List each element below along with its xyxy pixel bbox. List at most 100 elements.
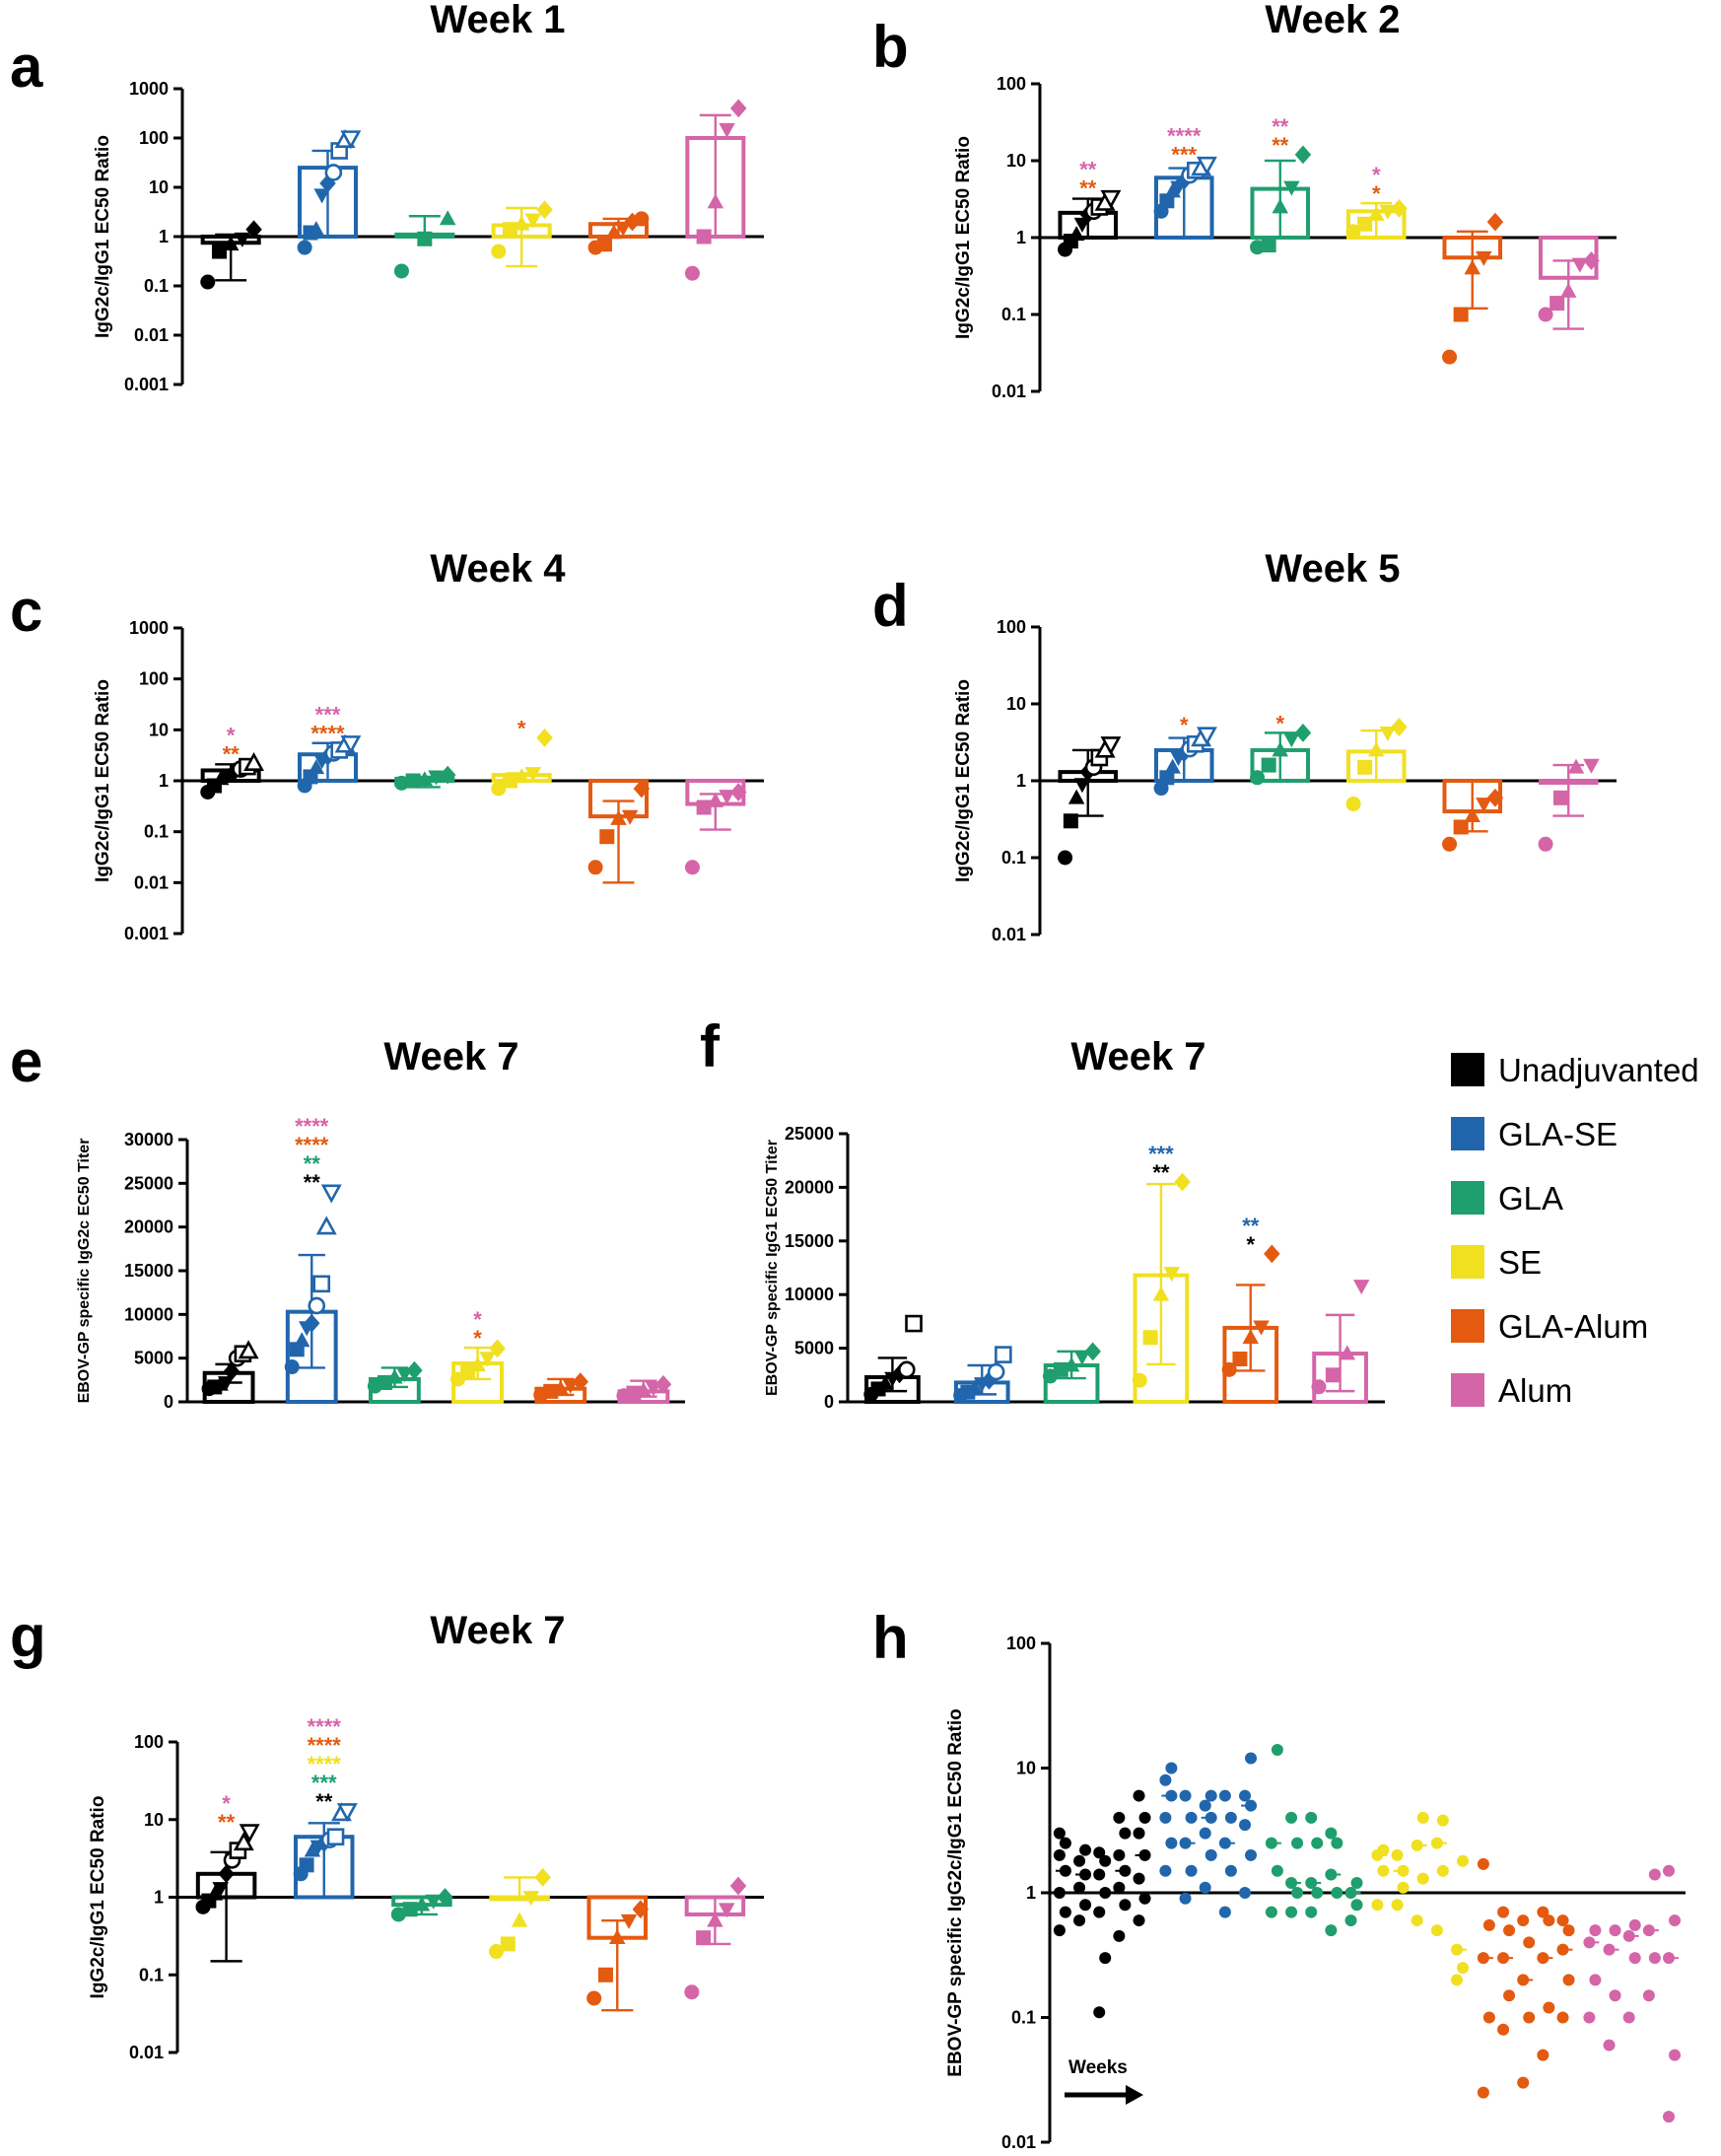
y-axis-label: EBOV-GP specific IgG2c EC50 Titer [76,1139,93,1404]
group-se [491,728,553,797]
data-point [439,210,456,226]
data-point [1331,1887,1343,1899]
data-point [200,274,216,290]
significance-stars: * [227,723,236,747]
data-point [1218,1906,1231,1918]
data-point [599,829,615,845]
data-point [1391,1848,1404,1861]
data-point [243,751,264,771]
data-point [1517,2076,1530,2089]
data-point [1583,758,1600,774]
data-point [605,224,623,240]
data-point [610,809,627,825]
panel-title: Week 1 [430,0,565,41]
data-point [1093,1846,1106,1859]
data-point [1556,2011,1569,2024]
data-point [995,1346,1012,1363]
y-tick-label: 1 [1016,228,1026,247]
y-tick-label: 0.1 [1001,305,1026,324]
panel-f: f Week 7 EBOV-GP specific IgG1 EC50 Titer 0… [700,1013,1385,1412]
y-tick-label: 10 [1016,1759,1036,1778]
data-point [1609,1924,1621,1937]
data-point [336,1803,358,1823]
y-tick-label: 30000 [124,1130,173,1149]
data-point [340,130,362,150]
data-point [1250,770,1266,786]
y-tick-label: 0.01 [129,2043,164,2062]
data-point [696,800,712,815]
data-point [1199,1827,1211,1840]
group-unadjuvanted [1058,736,1122,866]
significance-stars: * [1372,163,1381,187]
significance-stars: ** [223,741,241,766]
data-point [534,1868,551,1887]
data-point [1451,1974,1464,1986]
data-point [1196,727,1217,746]
significance-stars: ** [1079,158,1097,182]
data-point [1391,1899,1404,1912]
y-tick-label: 25000 [124,1173,173,1193]
group-gla-alum [1442,212,1504,365]
data-point [1628,1918,1641,1931]
data-point [1053,1924,1066,1937]
data-point [1537,2049,1549,2061]
data-point [966,1379,984,1395]
data-point [1371,1899,1384,1912]
data-point [428,770,445,786]
group-alum [684,99,747,281]
data-point [905,1314,923,1333]
data-point [239,1824,260,1843]
data-point [1271,1864,1283,1877]
data-point [1571,257,1589,273]
y-tick-label: 100 [997,74,1026,94]
group-se [1345,198,1408,240]
data-point [1159,1773,1172,1786]
data-point [1603,2039,1616,2052]
data-point [1453,819,1469,835]
data-point [1239,1789,1252,1802]
data-point [719,790,735,805]
panel-letter: e [10,1028,42,1094]
data-point [513,768,530,784]
data-point [1084,1342,1101,1361]
data-point [206,1885,224,1901]
significance-stars: **** [308,1733,342,1758]
data-point [1377,1843,1390,1856]
group-unadjuvanted [1058,189,1122,257]
data-point [524,213,542,229]
panel-title: Week 5 [1265,547,1400,591]
data-point [1345,224,1361,240]
data-point [1133,1914,1145,1927]
legend-swatch [1451,1117,1484,1150]
data-point [1497,1906,1510,1918]
significance-stars: * [222,1791,231,1816]
group-gla-alum [587,211,650,255]
data-point [308,759,325,775]
panel-h: h EBOV-GP specific IgG2c/IgG1 EC50 Ratio 0… [872,1605,1686,2152]
legend-label: Unadjuvanted [1498,1052,1699,1088]
panel-title: Week 2 [1265,0,1400,41]
data-point [898,1360,916,1379]
group-gla-alum [533,1372,589,1404]
data-point [684,860,700,875]
data-point [1339,1345,1356,1360]
data-point [1436,1864,1449,1877]
data-point [1477,1857,1489,1870]
panel-title: Week 7 [1070,1035,1205,1078]
data-point [1368,741,1385,757]
data-point [1163,1267,1180,1283]
data-point [586,1990,602,2006]
data-point [1291,1837,1304,1849]
data-point [1562,1924,1575,1937]
group-gla-alum [1442,779,1504,852]
weeks-arrow-head [1126,2085,1143,2105]
significance-stars: ** [1152,1160,1170,1185]
group-se [489,1868,551,1960]
data-point [1331,1837,1343,1849]
legend-label: GLA-Alum [1498,1308,1648,1345]
significance-stars: * [517,716,526,740]
panel-d: d Week 5 IgG2c/IgG1 EC50 Ratio 0.01 0.1 1 10 10… [872,547,1617,944]
significance-stars: ** [304,1170,321,1195]
data-point [238,1340,259,1359]
y-tick-label: 0 [824,1392,834,1412]
